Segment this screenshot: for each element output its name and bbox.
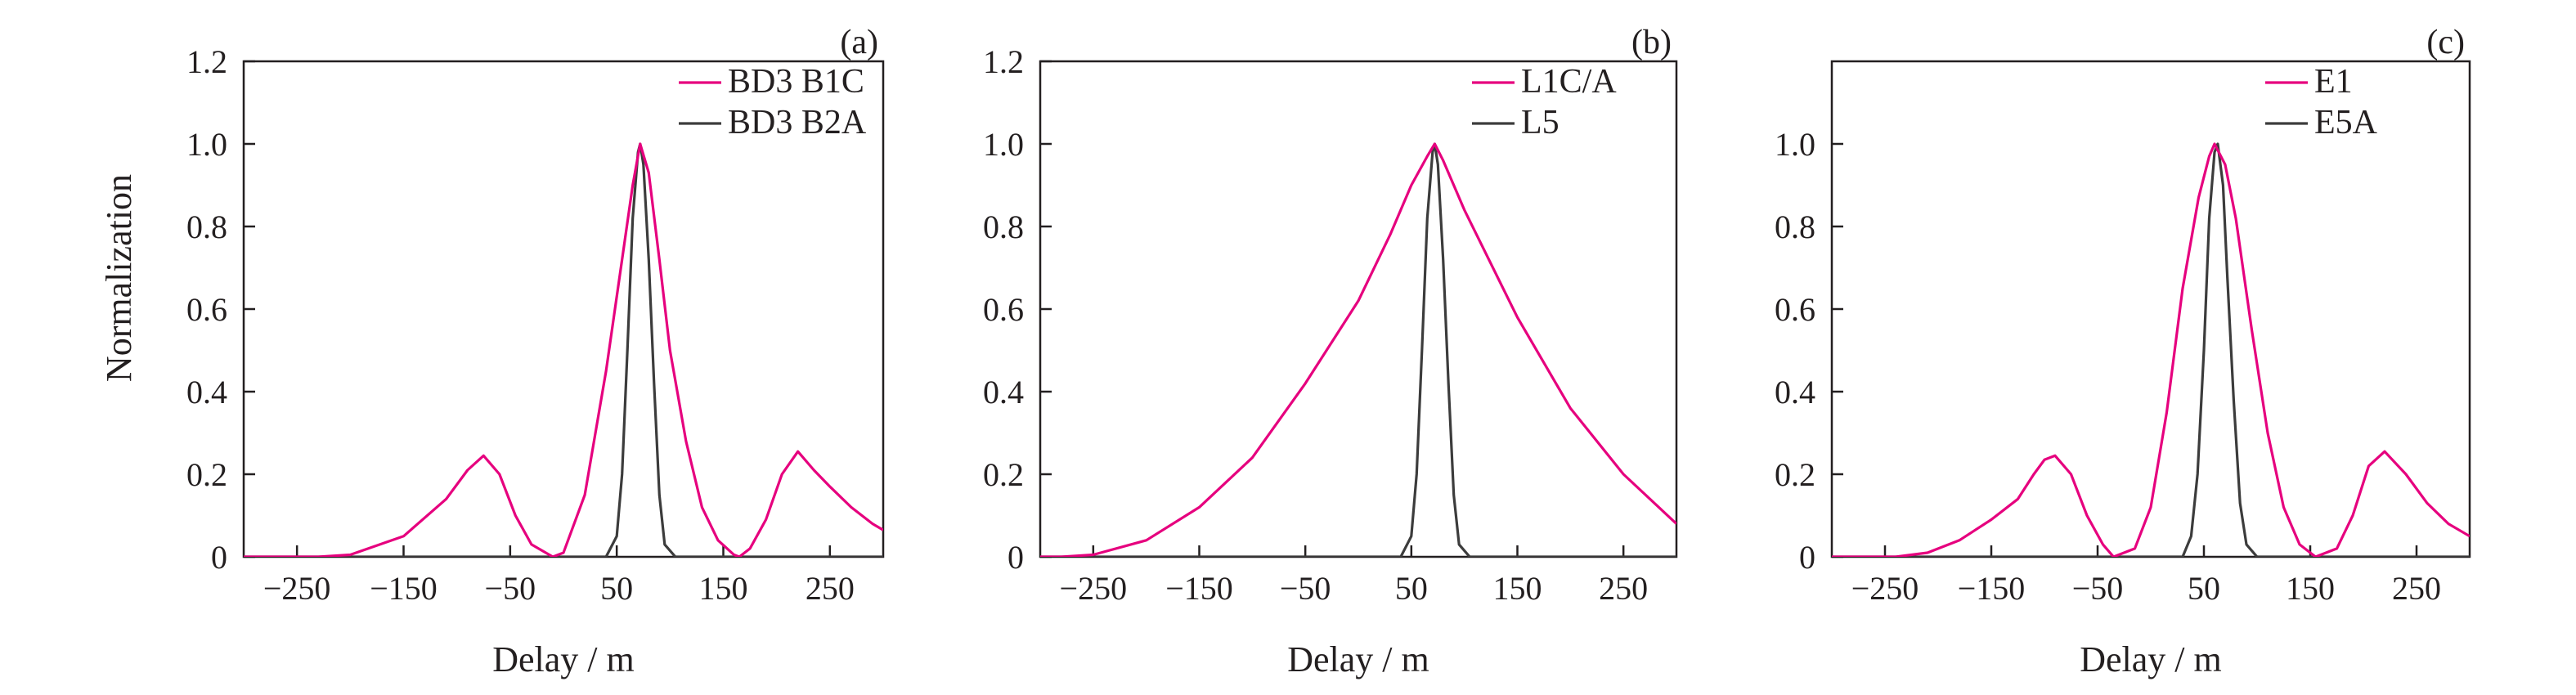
legend-label: E5A (2314, 104, 2378, 141)
y-axis-title: Normalization (99, 174, 139, 382)
legend-label: BD3 B1C (728, 63, 864, 101)
series-line-l5 (1040, 142, 1676, 557)
y-tick-label: 0.4 (1775, 374, 1815, 410)
y-tick-label: 0.2 (983, 456, 1024, 493)
y-tick-label: 0.6 (983, 291, 1024, 328)
x-tick-label: 50 (600, 570, 633, 607)
y-tick-label: 0.2 (186, 456, 227, 493)
legend-label: L1C/A (1521, 63, 1617, 101)
x-tick-label: 50 (1395, 570, 1428, 607)
series-line-e1 (1832, 142, 2470, 557)
y-tick-label: 1.2 (186, 43, 227, 80)
x-tick-label: 250 (1599, 570, 1648, 607)
series-line-e5a (1832, 142, 2470, 557)
x-axis-title: Delay / m (1287, 639, 1429, 679)
x-tick-label: −250 (1851, 570, 1919, 607)
x-tick-label: 250 (2392, 570, 2441, 607)
x-tick-label: −150 (1958, 570, 2026, 607)
y-tick-label: 0.6 (186, 291, 227, 328)
y-tick-label: 0 (1008, 539, 1024, 576)
series-line-bd3-b2a (244, 142, 883, 557)
x-tick-label: 150 (699, 570, 748, 607)
x-axis-title: Delay / m (492, 639, 635, 679)
y-tick-label: 0.6 (1775, 291, 1815, 328)
x-axis-title: Delay / m (2080, 639, 2222, 679)
y-tick-label: 1.0 (186, 126, 227, 163)
y-tick-label: 0.8 (186, 208, 227, 245)
chart-panel-2: 0 0.2 0.4 0.6 0.8 1.0 1.2 −250 −150 −50 50 150 250 De… (983, 24, 1678, 679)
y-tick-label: 0.8 (1775, 208, 1815, 245)
y-tick-label: 0.4 (186, 374, 227, 410)
panel-label: (c) (2426, 24, 2465, 61)
series-line-l1c-a (1040, 142, 1676, 557)
x-tick-label: 150 (1493, 570, 1542, 607)
x-tick-label: 150 (2286, 570, 2335, 607)
x-tick-label: 50 (2188, 570, 2220, 607)
x-tick-label: −250 (263, 570, 331, 607)
series-line-bd3-b1c (244, 142, 883, 557)
plot-frame (1039, 60, 1678, 558)
legend-label: BD3 B2A (728, 104, 867, 141)
x-tick-label: −50 (2072, 570, 2124, 607)
y-tick-label: 1.2 (983, 43, 1024, 80)
y-tick-label: 0 (1799, 539, 1815, 576)
panel-label: (a) (840, 24, 878, 61)
x-tick-label: −150 (1165, 570, 1233, 607)
y-tick-label: 0.8 (983, 208, 1024, 245)
panel-label: (b) (1631, 24, 1672, 61)
x-tick-label: −150 (370, 570, 438, 607)
legend-label: L5 (1521, 104, 1560, 141)
y-tick-label: 0 (211, 539, 227, 576)
x-tick-label: −50 (485, 570, 536, 607)
x-tick-label: 250 (806, 570, 855, 607)
chart-panel-3: 0 0.2 0.4 0.6 0.8 1.0 −250 −150 −50 50 150 250 Delay… (1775, 24, 2471, 679)
legend-label: E1 (2314, 63, 2353, 101)
y-tick-label: 1.0 (983, 126, 1024, 163)
y-tick-label: 0.2 (1775, 456, 1815, 493)
y-tick-label: 1.0 (1775, 126, 1815, 163)
y-tick-label: 0.4 (983, 374, 1024, 410)
panels: 0 0.2 0.4 0.6 0.8 1.0 1.2 −250 −150 −50 50 150 250 De… (186, 24, 2471, 679)
x-tick-label: −50 (1280, 570, 1331, 607)
chart-panel-1: 0 0.2 0.4 0.6 0.8 1.0 1.2 −250 −150 −50 50 150 250 De… (186, 24, 885, 679)
x-tick-label: −250 (1060, 570, 1128, 607)
